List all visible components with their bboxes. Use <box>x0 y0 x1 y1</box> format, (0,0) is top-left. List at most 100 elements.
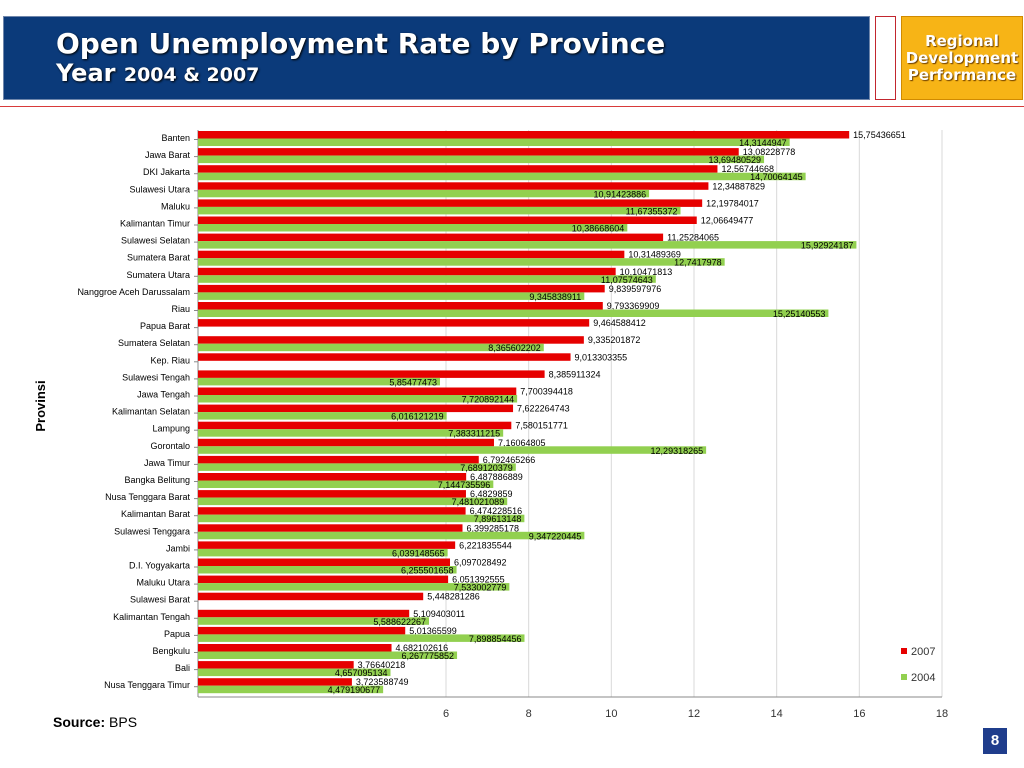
bar-2004 <box>198 617 429 625</box>
data-label-2004: 7,89613148 <box>474 514 522 524</box>
source-note: Source: BPS <box>53 714 137 730</box>
category-label: Sumatera Utara <box>126 270 190 280</box>
decorative-red-box <box>875 16 896 100</box>
category-label: Bangka Belitung <box>124 475 190 485</box>
bar-2004 <box>198 497 508 506</box>
data-label-2004: 15,92924187 <box>801 241 854 251</box>
data-label-2007: 6,792465266 <box>483 455 536 465</box>
data-label-2004: 7,720892144 <box>462 395 515 405</box>
category-label: Sulawesi Tenggara <box>114 526 190 536</box>
data-label-2007: 9,793369909 <box>607 301 660 311</box>
bar-2007 <box>198 524 463 532</box>
data-label-2007: 3,723588749 <box>356 677 409 687</box>
data-label-2007: 7,622264743 <box>517 404 570 414</box>
data-label-2007: 12,56744668 <box>721 164 774 174</box>
bar-2007 <box>198 284 605 293</box>
category-label: Gorontalo <box>150 441 190 451</box>
category-label: Riau <box>171 304 190 314</box>
data-label-2007: 8,385911324 <box>549 369 601 379</box>
bar-2007 <box>198 575 449 584</box>
category-label: DKI Jakarta <box>143 167 190 177</box>
category-label: Sumatera Selatan <box>118 338 190 348</box>
data-label-2007: 7,700394418 <box>520 387 573 397</box>
bar-2007 <box>198 678 352 686</box>
unemployment-bar-chart: 6 8 10 12 14 16 18 Provinsi Banten 15,75436651 14,… <box>33 130 948 720</box>
badge-line-3: Performance <box>907 66 1017 84</box>
category-label: D.I. Yogyakarta <box>129 561 190 571</box>
data-label-2007: 6,474228516 <box>470 506 523 516</box>
bar-2004 <box>198 463 516 471</box>
page-subtitle: Year 2004 & 2007 <box>56 59 259 87</box>
data-label-2007: 7,580151771 <box>515 421 568 431</box>
category-label: Kalimantan Barat <box>121 509 191 519</box>
category-label: Sumatera Barat <box>127 253 191 263</box>
bar-2007 <box>198 404 514 413</box>
data-label-2007: 12,19784017 <box>706 198 759 208</box>
bar-2007 <box>198 490 466 498</box>
data-label-2007: 9,013303355 <box>575 352 628 362</box>
bar-2007 <box>198 216 697 224</box>
bar-2004 <box>198 566 457 574</box>
category-label: Nusa Tenggara Barat <box>105 492 190 502</box>
data-label-2004: 7,481021089 <box>452 497 505 507</box>
bar-2007 <box>198 661 354 669</box>
bar-2004 <box>198 634 525 642</box>
bar-2007 <box>198 626 406 635</box>
x-tick-label: 10 <box>605 708 617 720</box>
bar-2007 <box>198 507 466 515</box>
category-label: Nusa Tenggara Timur <box>104 680 190 690</box>
data-label-2007: 6,051392555 <box>452 575 505 585</box>
data-label-2007: 10,10471813 <box>620 267 673 277</box>
data-label-2004: 10,38668604 <box>572 224 625 234</box>
data-label-2004: 14,70064145 <box>750 172 803 182</box>
data-label-2004: 6,255501658 <box>401 566 454 576</box>
data-label-2004: 12,7417978 <box>674 258 722 268</box>
subtitle-years: 2004 & 2007 <box>123 64 260 86</box>
category-label: Kalimantan Timur <box>120 219 190 229</box>
bar-2007 <box>198 609 410 618</box>
data-label-2007: 13,08228778 <box>743 147 796 157</box>
bar-2004 <box>198 685 384 694</box>
bar-2007 <box>198 455 479 464</box>
data-label-2007: 15,75436651 <box>853 130 906 140</box>
data-label-2004: 7,533002779 <box>454 583 507 593</box>
bar-2004 <box>198 531 585 540</box>
category-label: Papua <box>164 629 190 639</box>
legend-swatch-2007 <box>901 648 907 654</box>
bar-2004 <box>198 395 518 403</box>
data-label-2004: 11,07574643 <box>601 275 653 285</box>
category-label: Banten <box>161 133 190 143</box>
bar-2007 <box>198 558 451 566</box>
category-label: Kep. Riau <box>150 355 190 365</box>
bar-2007 <box>198 148 739 156</box>
bar-2004 <box>198 138 790 146</box>
category-label: Sulawesi Utara <box>129 184 190 194</box>
badge-line-1: Regional <box>925 32 999 50</box>
data-label-2004: 9,347220445 <box>529 531 582 541</box>
data-label-2004: 8,365602202 <box>488 343 541 353</box>
bar-2004 <box>198 275 656 283</box>
bar-2004 <box>198 668 391 677</box>
bar-2007 <box>198 250 625 259</box>
bar-2004 <box>198 309 829 317</box>
bar-2007 <box>198 438 494 447</box>
data-label-2007: 6,487886889 <box>470 472 523 482</box>
data-label-2004: 15,25140553 <box>773 309 826 319</box>
bar-2004 <box>198 651 458 659</box>
bar-2004 <box>198 241 857 249</box>
data-label-2007: 4,682102616 <box>396 643 449 653</box>
bar-2007 <box>198 302 603 310</box>
data-label-2007: 6,221835544 <box>459 540 512 550</box>
data-label-2004: 4,657095134 <box>335 668 388 678</box>
bar-2007 <box>198 644 392 652</box>
data-label-2004: 12,29318265 <box>651 446 704 456</box>
bar-2004 <box>198 480 494 488</box>
data-label-2007: 6,4829859 <box>470 489 513 499</box>
bar-2004 <box>198 172 806 181</box>
category-label: Bali <box>175 663 190 673</box>
data-label-2007: 10,31489369 <box>628 250 681 260</box>
data-label-2004: 11,67355372 <box>626 206 678 216</box>
bar-2004 <box>198 429 504 437</box>
bar-2007 <box>198 182 709 190</box>
x-tick-label: 14 <box>771 708 783 720</box>
